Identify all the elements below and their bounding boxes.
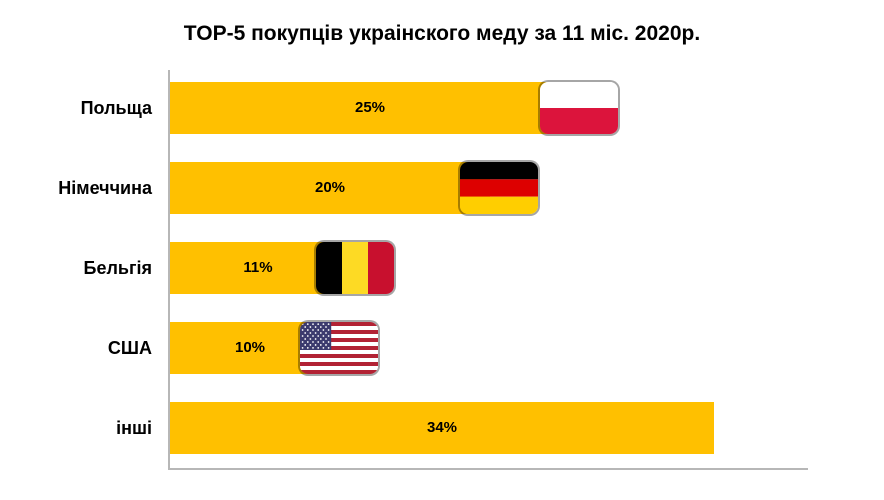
pl-flag-icon xyxy=(540,82,618,134)
bar-row: США10% xyxy=(168,322,808,374)
us-flag-icon xyxy=(300,322,378,374)
value-label: 34% xyxy=(170,402,714,454)
plot-area: Польща25% Німеччина20% Бельгія11% США10% інш… xyxy=(168,70,808,470)
chart-title: TOP-5 покупців украінского меду за 11 мі… xyxy=(0,22,884,46)
category-label: США xyxy=(2,322,152,374)
category-label: Німеччина xyxy=(2,162,152,214)
bar-row: Бельгія11% xyxy=(168,242,808,294)
category-label: Польща xyxy=(2,82,152,134)
category-label: Бельгія xyxy=(2,242,152,294)
category-label: інші xyxy=(2,402,152,454)
value-label: 25% xyxy=(170,82,570,134)
bar-row: Німеччина20% xyxy=(168,162,808,214)
chart-container: TOP-5 покупців украінского меду за 11 мі… xyxy=(0,0,884,500)
bar-row: інші34% xyxy=(168,402,808,454)
value-label: 20% xyxy=(170,162,490,214)
de-flag-icon xyxy=(460,162,538,214)
be-flag-icon xyxy=(316,242,394,294)
bar-row: Польща25% xyxy=(168,82,808,134)
x-axis xyxy=(168,468,808,470)
